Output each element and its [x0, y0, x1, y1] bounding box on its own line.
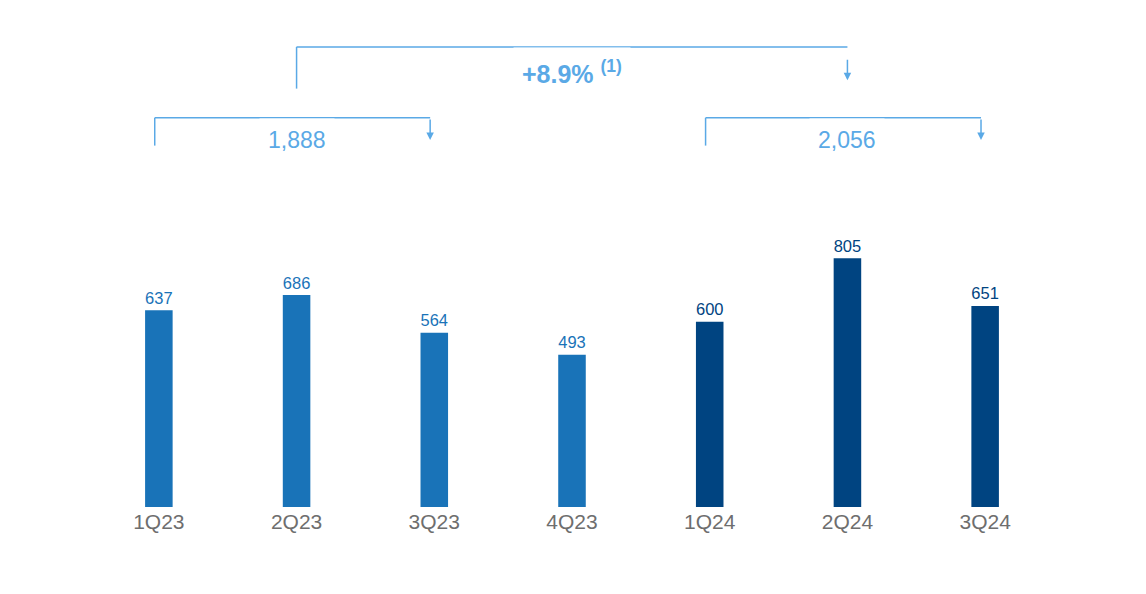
svg-text:2,056: 2,056 [818, 127, 876, 153]
svg-text:1Q23: 1Q23 [133, 510, 184, 533]
svg-text:637: 637 [145, 289, 173, 307]
svg-text:600: 600 [696, 300, 724, 318]
svg-text:1Q24: 1Q24 [684, 510, 736, 533]
svg-text:2Q23: 2Q23 [271, 510, 322, 533]
svg-text:3Q23: 3Q23 [409, 510, 460, 533]
svg-text:1,888: 1,888 [268, 127, 326, 153]
svg-text:564: 564 [421, 311, 448, 329]
svg-text:651: 651 [971, 284, 999, 302]
svg-text:493: 493 [558, 333, 586, 351]
svg-text:+8.9% ​(1)​: +8.9% ​(1)​ [522, 56, 622, 88]
svg-text:2Q24: 2Q24 [822, 510, 874, 533]
svg-text:805: 805 [834, 237, 862, 255]
svg-text:3Q24: 3Q24 [959, 510, 1011, 533]
svg-text:686: 686 [283, 274, 311, 292]
svg-text:4Q23: 4Q23 [546, 510, 597, 533]
